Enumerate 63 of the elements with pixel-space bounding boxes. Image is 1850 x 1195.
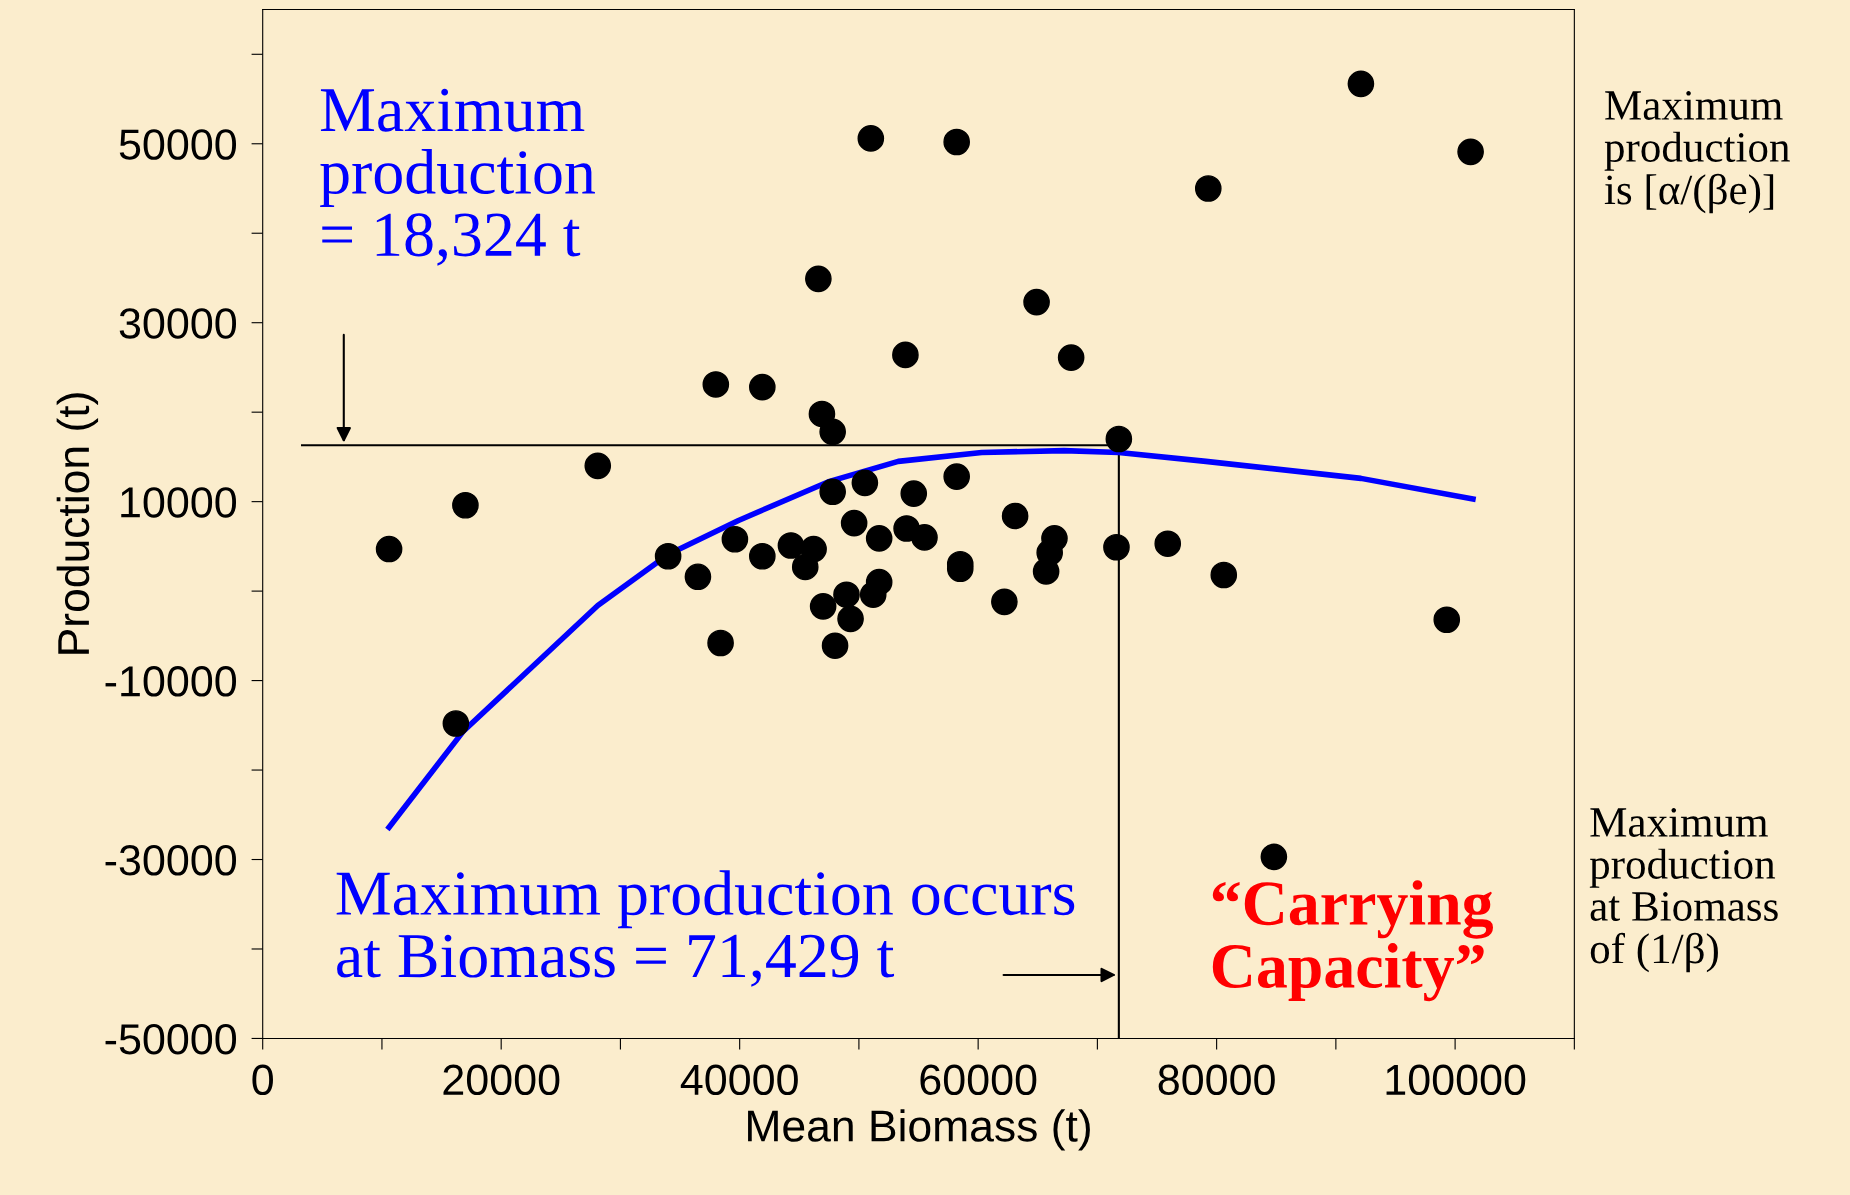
point — [1457, 138, 1484, 166]
y-tick-label: 10000 — [121, 487, 237, 518]
text: Maximum production at Biomass of (1/β) — [1589, 807, 1778, 973]
point — [851, 469, 879, 497]
point — [892, 341, 919, 369]
point — [684, 563, 712, 591]
point — [749, 542, 776, 570]
point — [1433, 606, 1461, 634]
point — [900, 480, 928, 507]
y-tick-label: -10000 — [105, 666, 237, 697]
annotation: Maximum production = 18,324 t — [320, 88, 595, 266]
annotation: “Carrying Capacity” — [1212, 880, 1493, 1002]
text: Maximum production is [α/(βe)] — [1604, 90, 1790, 214]
point — [584, 452, 612, 480]
annotation: Maximum production occurs at Biomass = 71,429 t — [336, 870, 1075, 987]
x-tick-label: 100000 — [1386, 1064, 1526, 1096]
y-tick-label: 30000 — [119, 308, 237, 339]
point — [777, 532, 805, 559]
point — [1347, 70, 1375, 98]
point — [1001, 502, 1029, 530]
x-tick-label: 60000 — [920, 1064, 1037, 1096]
y-tick-label: -50000 — [105, 1023, 237, 1055]
point — [821, 632, 849, 659]
point — [1194, 175, 1222, 202]
point — [865, 568, 893, 596]
point — [943, 128, 970, 156]
point — [840, 509, 868, 537]
point — [1041, 525, 1068, 552]
point — [800, 535, 827, 563]
point — [375, 535, 403, 563]
point — [1057, 344, 1085, 371]
point — [1103, 533, 1130, 561]
point — [943, 463, 970, 490]
point — [1105, 425, 1133, 453]
point — [442, 710, 470, 737]
x-tick-label: 40000 — [680, 1064, 798, 1096]
point — [819, 418, 846, 446]
point — [452, 491, 479, 519]
x-tick-label: 80000 — [1158, 1064, 1275, 1096]
point — [857, 125, 885, 152]
point — [833, 581, 860, 608]
point — [1260, 843, 1288, 871]
point — [654, 542, 682, 570]
point — [707, 629, 734, 657]
point — [721, 525, 749, 553]
point — [865, 525, 893, 552]
point — [837, 605, 864, 633]
point — [1154, 530, 1182, 558]
x-axis-title: Mean Biomass (t) — [748, 1109, 1090, 1151]
x-tick-label: 0 — [252, 1064, 273, 1096]
point — [702, 371, 730, 398]
point — [809, 593, 837, 620]
point — [911, 524, 938, 551]
x-tick-label: 20000 — [443, 1064, 560, 1096]
point — [819, 478, 846, 506]
point — [749, 373, 776, 401]
point — [1023, 288, 1050, 316]
point — [1210, 561, 1238, 589]
y-tick-label: 50000 — [119, 129, 237, 160]
y-axis-title: Production (t) — [56, 393, 99, 654]
y-tick-label: -30000 — [105, 845, 237, 876]
point — [805, 265, 832, 293]
point — [991, 588, 1018, 616]
